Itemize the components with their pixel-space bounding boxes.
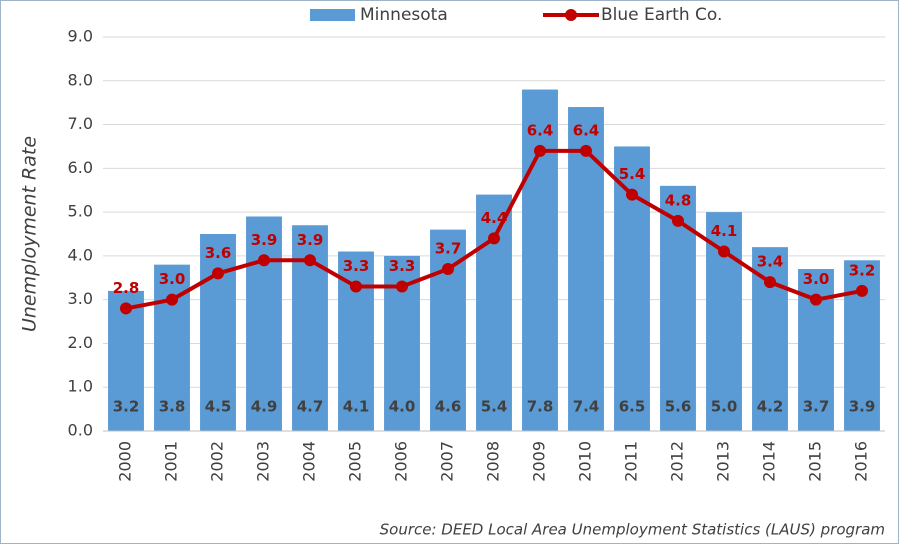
x-tick-label: 2001	[162, 441, 181, 482]
bar-value-label: 4.0	[389, 398, 416, 416]
x-tick-label: 2013	[714, 441, 733, 482]
line-value-label: 6.4	[573, 121, 600, 139]
bar	[200, 234, 236, 431]
bar-value-label: 4.7	[297, 398, 324, 416]
y-tick-label: 6.0	[68, 158, 93, 177]
line-value-label: 5.4	[619, 165, 646, 183]
x-tick-label: 2005	[346, 441, 365, 482]
line-marker	[304, 254, 316, 267]
line-marker	[626, 188, 638, 201]
bar	[476, 194, 512, 431]
x-tick-label: 2000	[116, 441, 135, 482]
line-value-label: 3.0	[159, 270, 186, 288]
legend-label: Minnesota	[360, 5, 448, 25]
line-value-label: 3.6	[205, 244, 232, 262]
y-tick-label: 4.0	[68, 245, 93, 264]
bar-value-label: 3.9	[849, 398, 876, 416]
y-tick-label: 3.0	[68, 289, 93, 308]
x-tick-label: 2010	[576, 441, 595, 482]
line-marker	[166, 293, 178, 306]
bar-value-label: 5.4	[481, 398, 508, 416]
bar-value-label: 4.9	[251, 398, 278, 416]
x-tick-label: 2012	[668, 441, 687, 482]
line-value-label: 6.4	[527, 121, 554, 139]
bar-value-label: 3.8	[159, 398, 186, 416]
line-value-label: 3.9	[251, 231, 278, 249]
legend-marker	[565, 9, 577, 21]
bar-value-label: 5.6	[665, 398, 692, 416]
y-tick-label: 1.0	[68, 377, 93, 396]
line-marker	[580, 144, 592, 157]
x-tick-label: 2002	[208, 441, 227, 482]
line-value-label: 3.9	[297, 231, 324, 249]
line-value-label: 2.8	[113, 279, 140, 297]
y-tick-label: 9.0	[68, 27, 93, 46]
y-tick-label: 2.0	[68, 333, 93, 352]
line-value-label: 3.7	[435, 240, 462, 258]
x-tick-label: 2011	[622, 441, 641, 482]
bar-value-label: 4.1	[343, 398, 370, 416]
x-tick-label: 2008	[484, 441, 503, 482]
line-value-label: 3.0	[803, 270, 830, 288]
line-value-label: 4.4	[481, 209, 508, 227]
line-value-label: 3.3	[343, 257, 370, 275]
line-marker	[534, 144, 546, 157]
x-tick-label: 2006	[392, 441, 411, 482]
line-value-label: 3.4	[757, 253, 784, 271]
line-value-label: 3.2	[849, 261, 876, 279]
line-marker	[258, 254, 270, 267]
line-marker	[350, 280, 362, 293]
y-tick-label: 5.0	[68, 202, 93, 221]
bar-value-label: 7.4	[573, 398, 600, 416]
line-marker	[488, 232, 500, 245]
bar	[522, 89, 558, 432]
x-tick-label: 2009	[530, 441, 549, 482]
bar-value-label: 3.7	[803, 398, 830, 416]
line-value-label: 3.3	[389, 257, 416, 275]
x-tick-label: 2016	[852, 441, 871, 482]
bar-value-label: 3.2	[113, 398, 140, 416]
line-marker	[396, 280, 408, 293]
bar-value-label: 5.0	[711, 398, 738, 416]
bar-value-label: 4.5	[205, 398, 232, 416]
bar	[246, 216, 282, 431]
line-marker	[718, 245, 730, 258]
source: Source: DEED Local Area Unemployment Sta…	[380, 521, 885, 539]
y-tick-label: 8.0	[68, 70, 93, 89]
x-tick-label: 2014	[760, 441, 779, 482]
line-value-label: 4.8	[665, 191, 692, 209]
x-tick-label: 2007	[438, 441, 457, 482]
y-tick-label: 0.0	[68, 421, 93, 440]
y-tick-label: 7.0	[68, 114, 93, 133]
line-marker	[442, 263, 454, 276]
legend-swatch	[310, 9, 355, 21]
x-tick-label: 2003	[254, 441, 273, 482]
line-value-label: 4.1	[711, 222, 738, 240]
bar-value-label: 6.5	[619, 398, 646, 416]
bar-value-label: 4.6	[435, 398, 462, 416]
line-marker	[212, 267, 224, 280]
line-marker	[856, 284, 868, 297]
legend-label: Blue Earth Co.	[601, 5, 722, 25]
line-marker	[120, 302, 132, 315]
bar-value-label: 4.2	[757, 398, 784, 416]
x-tick-label: 2015	[806, 441, 825, 482]
line-marker	[672, 214, 684, 227]
y-axis-label: Unemployment Rate	[19, 136, 41, 332]
line-marker	[810, 293, 822, 306]
x-tick-label: 2004	[300, 441, 319, 482]
bar-value-label: 7.8	[527, 398, 554, 416]
line-marker	[764, 276, 776, 289]
